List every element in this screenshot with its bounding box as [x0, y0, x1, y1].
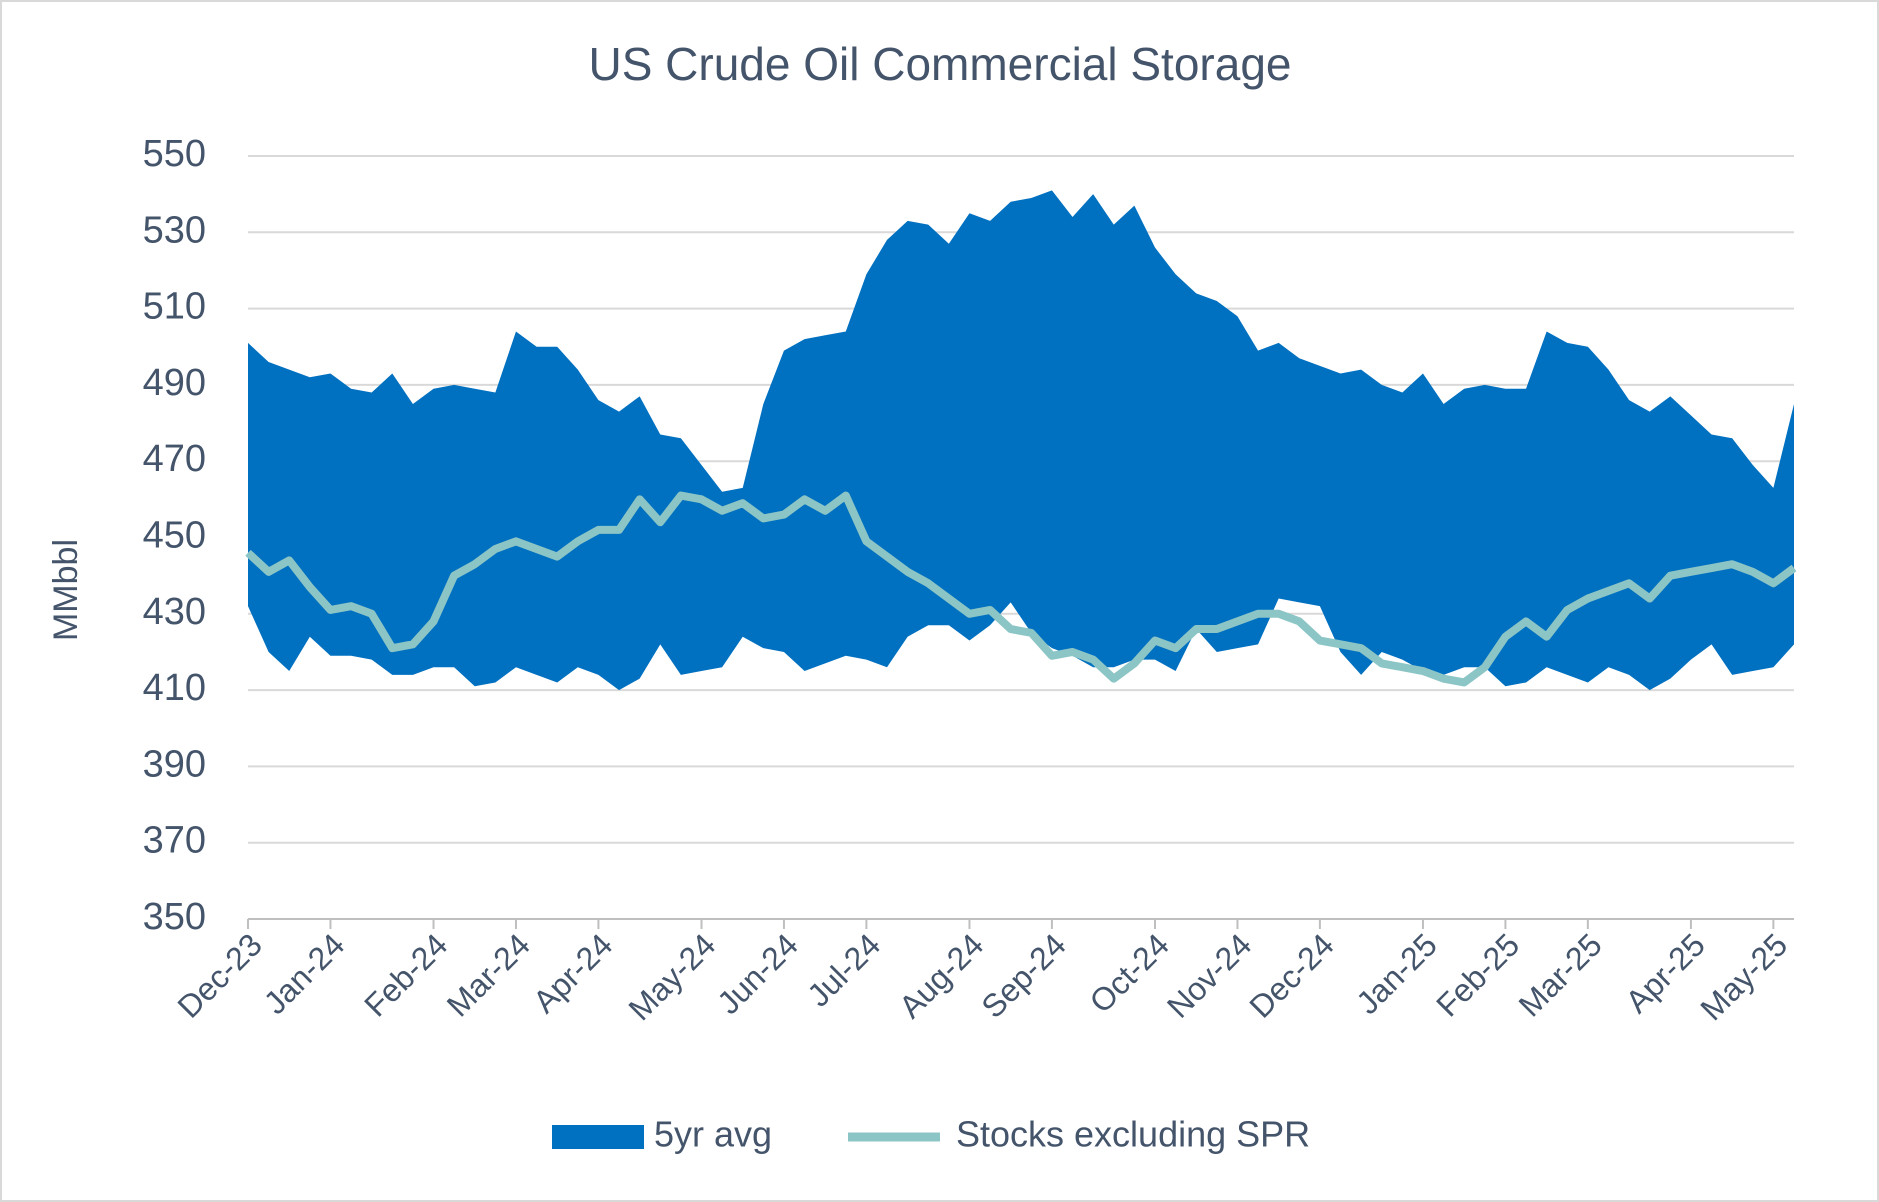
legend-label: Stocks excluding SPR — [956, 1114, 1310, 1155]
band-area — [248, 190, 1794, 691]
y-tick-label: 550 — [143, 133, 206, 175]
chart-title: US Crude Oil Commercial Storage — [588, 38, 1291, 90]
legend-swatch — [552, 1125, 644, 1149]
y-tick-label: 450 — [143, 515, 206, 557]
y-axis-title: MMbbl — [47, 539, 85, 641]
y-tick-label: 390 — [143, 743, 206, 785]
y-tick-label: 490 — [143, 362, 206, 404]
y-tick-label: 510 — [143, 286, 206, 328]
y-tick-label: 410 — [143, 667, 206, 709]
y-tick-label: 430 — [143, 591, 206, 633]
y-tick-label: 470 — [143, 438, 206, 480]
legend-label: 5yr avg — [654, 1114, 772, 1155]
y-tick-label: 370 — [143, 820, 206, 862]
stocks-line — [245, 491, 1797, 687]
y-tick-label: 350 — [143, 896, 206, 938]
y-tick-label: 530 — [143, 209, 206, 251]
